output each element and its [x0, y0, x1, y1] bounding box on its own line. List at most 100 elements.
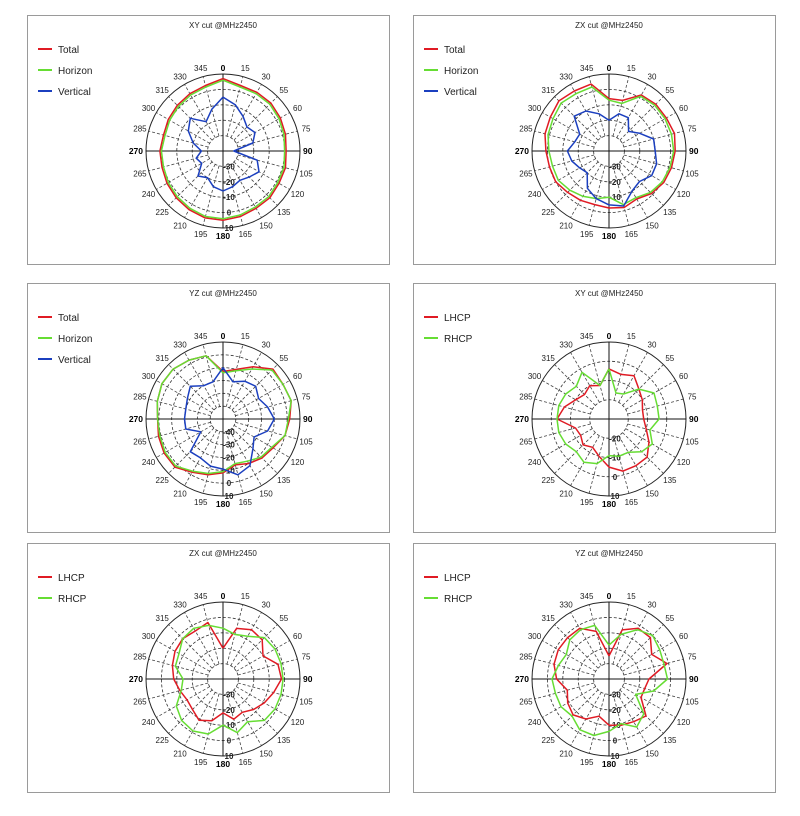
angle-tick-label: 195 [580, 230, 594, 239]
radial-tick-label: -20 [609, 178, 621, 187]
angle-tick-label: 30 [262, 341, 271, 350]
angle-tick-label: 345 [194, 592, 208, 601]
grid-spoke [148, 658, 209, 676]
grid-spoke [148, 398, 211, 417]
legend-label: LHCP [58, 573, 85, 584]
grid-spoke [588, 76, 606, 137]
grid-spoke [616, 84, 648, 138]
angle-tick-label: 225 [542, 476, 556, 485]
angle-tick-label: 55 [279, 86, 288, 95]
radial-tick-label: -40 [223, 428, 235, 437]
grid-spoke [542, 686, 596, 718]
angle-tick-label: 265 [519, 437, 533, 446]
grid-spoke [612, 165, 630, 226]
polar-grid [531, 341, 687, 497]
grid-spoke [168, 624, 213, 669]
polar-grid [145, 341, 301, 497]
grid-spoke [570, 164, 602, 218]
angle-tick-label: 195 [194, 230, 208, 239]
grid-spoke [623, 658, 684, 676]
angle-tick-label: 15 [241, 64, 250, 73]
angle-tick-label: 270 [129, 146, 143, 156]
series-line-vertical [566, 110, 658, 207]
angle-tick-label: 135 [277, 476, 291, 485]
angle-tick-label: 240 [528, 190, 542, 199]
angle-tick-label: 265 [519, 169, 533, 178]
angle-tick-label: 225 [156, 476, 170, 485]
angle-tick-label: 0 [607, 63, 612, 73]
angle-tick-label: 300 [142, 104, 156, 113]
angle-tick-label: 135 [277, 208, 291, 217]
legend-label: Total [444, 45, 465, 56]
grid-spoke [156, 640, 210, 672]
grid-spoke [542, 112, 596, 144]
angle-tick-label: 180 [216, 759, 230, 769]
legend-label: Vertical [58, 87, 91, 98]
grid-spoke [570, 612, 602, 666]
grid-spoke [225, 431, 244, 494]
grid-spoke [148, 421, 211, 440]
radial-tick-label: 10 [225, 224, 234, 233]
angle-tick-label: 300 [528, 372, 542, 381]
grid-spoke [616, 692, 648, 746]
angle-tick-label: 0 [607, 331, 612, 341]
radial-tick-label: 0 [613, 473, 618, 482]
grid-spoke [229, 429, 262, 486]
series-line-rhcp [174, 624, 284, 735]
radial-tick-label: -20 [609, 434, 621, 443]
polar-chart-panel: XY cut @MHz2450 0 15 30 55 60 75 90 105 120 135 150… [413, 283, 776, 533]
angle-tick-label: 210 [559, 749, 573, 758]
legend-label: RHCP [444, 594, 473, 605]
series-line-lhcp [553, 627, 668, 726]
series-line-total [159, 77, 287, 222]
series-line-horizon [160, 79, 286, 220]
grid-spoke [534, 658, 595, 676]
grid-spoke [156, 380, 213, 413]
angle-tick-label: 120 [677, 718, 691, 727]
grid-spoke [233, 161, 278, 206]
angle-tick-label: 150 [645, 221, 659, 230]
angle-tick-label: 210 [173, 221, 187, 230]
angle-tick-label: 150 [259, 221, 273, 230]
grid-spoke [233, 624, 278, 669]
angle-tick-label: 30 [648, 341, 657, 350]
radial-tick-label: 0 [227, 479, 232, 488]
angle-tick-label: 195 [194, 758, 208, 767]
grid-spoke [148, 154, 209, 172]
angle-tick-label: 285 [133, 653, 147, 662]
chart-title: ZX cut @MHz2450 [575, 21, 643, 30]
angle-tick-label: 345 [194, 332, 208, 341]
grid-spoke [235, 421, 298, 440]
polar-grid [531, 601, 687, 757]
angle-tick-label: 240 [142, 718, 156, 727]
angle-tick-label: 330 [559, 601, 573, 610]
angle-tick-label: 165 [625, 230, 639, 239]
grid-spoke [156, 686, 210, 718]
grid-spoke [237, 658, 298, 676]
angle-tick-label: 165 [239, 758, 253, 767]
grid-spoke [237, 682, 298, 700]
grid-spoke [570, 435, 600, 486]
angle-tick-label: 60 [293, 104, 302, 113]
grid-spoke [588, 165, 606, 226]
angle-tick-label: 90 [303, 674, 313, 684]
angle-tick-label: 240 [142, 458, 156, 467]
angle-tick-label: 315 [156, 86, 170, 95]
radial-tick-label: -30 [223, 441, 235, 450]
radial-tick-label: -20 [223, 454, 235, 463]
grid-spoke [231, 364, 278, 411]
angle-tick-label: 270 [515, 674, 529, 684]
angle-tick-label: 75 [688, 393, 697, 402]
angle-tick-label: 60 [293, 632, 302, 641]
series-line-rhcp [551, 624, 669, 737]
angle-tick-label: 240 [528, 718, 542, 727]
angle-tick-label: 90 [303, 414, 313, 424]
grid-spoke [554, 96, 599, 141]
angle-tick-label: 315 [156, 614, 170, 623]
polar-chart-panel: ZX cut @MHz2450 0 15 30 55 60 75 90 105 120 135 150… [27, 543, 390, 793]
angle-tick-label: 265 [133, 697, 147, 706]
radial-tick-label: -30 [609, 162, 621, 171]
